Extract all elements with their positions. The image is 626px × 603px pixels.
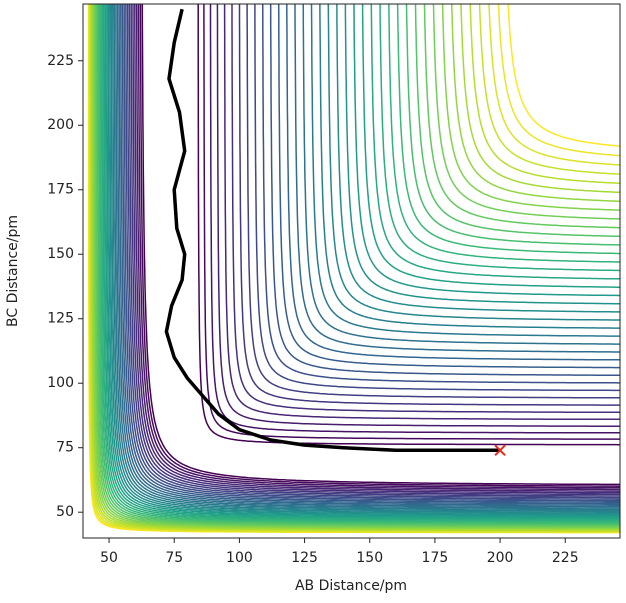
x-tick-label: 225 bbox=[552, 550, 579, 566]
contour bbox=[92, 0, 626, 530]
x-tick-label: 50 bbox=[100, 550, 118, 566]
contour bbox=[127, 0, 626, 498]
contour bbox=[295, 0, 626, 352]
contour bbox=[397, 0, 626, 254]
contour bbox=[328, 0, 626, 320]
y-tick-label: 75 bbox=[56, 440, 74, 456]
plot-frame bbox=[83, 4, 620, 538]
contour bbox=[469, 0, 626, 185]
x-tick-label: 150 bbox=[356, 550, 383, 566]
contour bbox=[415, 0, 626, 237]
contour bbox=[487, 0, 626, 167]
y-tick-label: 200 bbox=[47, 117, 74, 133]
contour bbox=[371, 0, 626, 279]
y-tick-label: 150 bbox=[47, 246, 74, 262]
x-tick-label: 125 bbox=[291, 550, 318, 566]
contour bbox=[442, 0, 626, 211]
x-tick-label: 100 bbox=[226, 550, 253, 566]
y-tick-label: 125 bbox=[47, 311, 74, 327]
y-tick-label: 50 bbox=[56, 504, 74, 520]
contour bbox=[98, 0, 626, 524]
contour bbox=[388, 0, 626, 263]
x-tick-label: 175 bbox=[422, 550, 449, 566]
contour bbox=[303, 0, 626, 344]
contour bbox=[506, 0, 626, 149]
y-axis-label: BC Distance/pm bbox=[5, 215, 21, 327]
contour bbox=[104, 0, 626, 519]
x-axis-label: AB Distance/pm bbox=[295, 578, 407, 594]
y-tick-label: 100 bbox=[47, 375, 74, 391]
x-tick-label: 200 bbox=[487, 550, 514, 566]
contour bbox=[460, 0, 626, 194]
contour bbox=[97, 0, 626, 525]
x-tick-label: 75 bbox=[165, 550, 183, 566]
contour bbox=[232, 0, 626, 412]
contour bbox=[110, 0, 626, 514]
y-tick-label: 175 bbox=[47, 182, 74, 198]
contour bbox=[255, 0, 626, 391]
y-tick-label: 225 bbox=[47, 53, 74, 69]
